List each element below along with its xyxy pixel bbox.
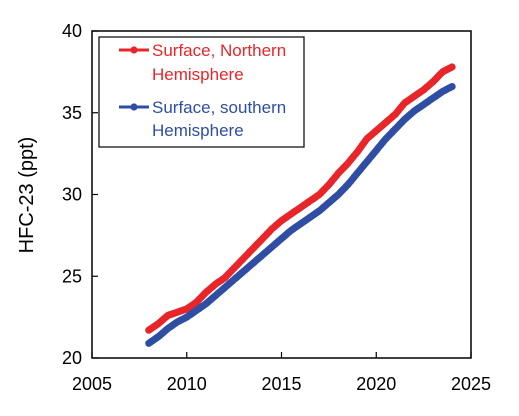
legend-swatch-marker-southern <box>130 103 138 111</box>
x-tick-label: 2015 <box>261 374 301 394</box>
y-tick-label: 20 <box>62 348 82 368</box>
legend: Surface, Northern Hemisphere Surface, so… <box>98 36 305 148</box>
y-tick-label: 40 <box>62 21 82 41</box>
x-tick-label: 2025 <box>451 374 491 394</box>
legend-swatch-marker-northern <box>130 46 138 54</box>
series-1 <box>145 83 456 347</box>
x-tick-label: 2005 <box>72 374 112 394</box>
legend-box <box>98 36 305 148</box>
x-tick-label: 2020 <box>356 374 396 394</box>
legend-label-southern-line1: Surface, southern <box>152 98 286 117</box>
data-point <box>448 83 456 91</box>
series-layer <box>145 63 456 347</box>
y-axis-title: HFC-23 (ppt) <box>16 137 38 254</box>
data-point <box>448 63 456 71</box>
y-tick-label: 25 <box>62 266 82 286</box>
legend-label-northern-line2: Hemisphere <box>152 65 244 84</box>
legend-label-southern-line2: Hemisphere <box>152 121 244 140</box>
series-0 <box>145 63 456 334</box>
y-tick-label: 30 <box>62 185 82 205</box>
legend-item-northern: Surface, Northern Hemisphere <box>119 41 286 84</box>
x-tick-label: 2010 <box>167 374 207 394</box>
y-tick-label: 35 <box>62 103 82 123</box>
legend-label-northern-line1: Surface, Northern <box>152 41 286 60</box>
legend-item-southern: Surface, southern Hemisphere <box>119 98 286 140</box>
